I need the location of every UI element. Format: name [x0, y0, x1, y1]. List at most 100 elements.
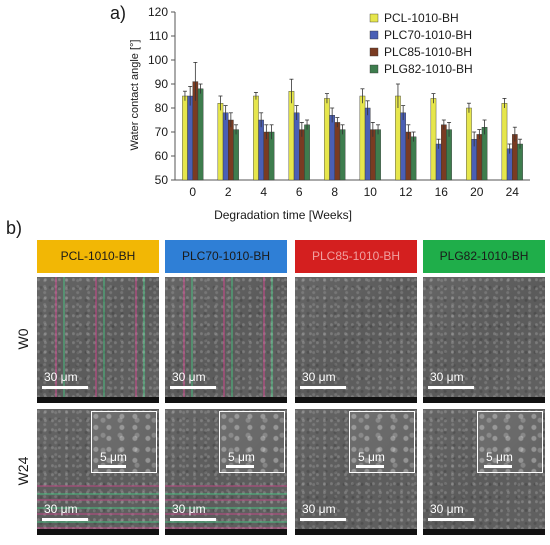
bar	[217, 102, 224, 181]
bar	[253, 95, 259, 181]
x-tick-label: 20	[470, 185, 484, 199]
sem-info-bar	[423, 529, 545, 535]
bar	[339, 129, 346, 181]
bar	[410, 136, 417, 181]
sample-header: PLG82-1010-BH	[423, 240, 545, 273]
scale-bar	[170, 386, 216, 389]
bar	[304, 124, 310, 181]
legend-label: PCL-1010-BH	[384, 11, 459, 25]
inset-scale-bar	[356, 465, 384, 468]
bar	[329, 114, 335, 181]
bar	[481, 126, 488, 181]
bar	[501, 102, 508, 181]
inset-scale-bar	[98, 465, 126, 468]
legend-label: PLC85-1010-BH	[384, 45, 472, 59]
sem-image: 5 μm 30 μm	[295, 409, 417, 535]
scale-bar	[170, 518, 216, 521]
sample-header: PCL-1010-BH	[37, 240, 159, 273]
legend-label: PLG82-1010-BH	[384, 62, 473, 76]
sem-info-bar	[37, 529, 159, 535]
bar	[324, 98, 330, 181]
scale-bar	[300, 386, 346, 389]
legend-swatch	[369, 47, 379, 57]
row-label: W0	[15, 328, 31, 350]
panel-b-label: b)	[6, 218, 23, 238]
bar	[430, 98, 437, 181]
scale-bar	[42, 386, 88, 389]
inset-scale-bar	[226, 465, 254, 468]
bar	[446, 129, 452, 181]
chart-legend: PCL-1010-BH PLC70-1010-BH PLC85-1010-BH PLG…	[369, 11, 473, 76]
scale-bar	[300, 518, 346, 521]
scale-label: 30 μm	[430, 502, 464, 516]
scale-bar	[428, 386, 474, 389]
scale-label: 30 μm	[302, 502, 336, 516]
inset-scale-label: 5 μm	[228, 450, 255, 464]
sample-header: PLC70-1010-BH	[165, 240, 287, 273]
sem-image: 5 μm 30 μm	[37, 409, 159, 535]
sem-info-bar	[165, 397, 287, 403]
scale-label: 30 μm	[430, 370, 464, 384]
bar	[517, 143, 523, 181]
bar	[466, 107, 472, 181]
bar	[359, 95, 366, 181]
sem-info-bar	[295, 529, 417, 535]
panel-a-label: a)	[110, 3, 127, 23]
x-tick-label: 2	[225, 185, 232, 199]
x-tick-label: 10	[364, 185, 378, 199]
x-tick-label: 4	[260, 185, 267, 199]
bar	[364, 107, 371, 181]
y-tick-label: 110	[149, 29, 168, 43]
bar	[370, 129, 376, 181]
bar	[233, 129, 239, 181]
sem-info-bar	[295, 397, 417, 403]
x-tick-label: 24	[506, 185, 520, 199]
scale-bar	[42, 518, 88, 521]
legend-label: PLC70-1010-BH	[384, 28, 472, 42]
sem-image: 30 μm	[165, 277, 287, 403]
bar	[258, 119, 264, 181]
y-tick-label: 90	[155, 77, 169, 91]
inset-scale-label: 5 μm	[358, 450, 385, 464]
sem-info-bar	[165, 529, 287, 535]
inset-scale-label: 5 μm	[100, 450, 127, 464]
bar	[222, 112, 229, 181]
sem-image: 30 μm	[37, 277, 159, 403]
x-axis-label: Degradation time [Weeks]	[214, 208, 352, 222]
y-tick-label: 60	[155, 149, 169, 163]
bar	[395, 95, 401, 181]
scale-label: 30 μm	[44, 502, 78, 516]
sem-inset: 5 μm	[349, 411, 415, 473]
sem-info-bar	[37, 397, 159, 403]
bar	[400, 112, 406, 181]
x-tick-label: 6	[296, 185, 303, 199]
x-tick-label: 16	[435, 185, 449, 199]
scale-label: 30 μm	[172, 370, 206, 384]
bar	[288, 90, 295, 181]
y-tick-label: 120	[148, 5, 168, 19]
bar	[187, 95, 193, 181]
bar	[197, 88, 204, 181]
legend-swatch	[369, 64, 379, 74]
sem-image: 30 μm	[423, 277, 545, 403]
scale-label: 30 μm	[44, 370, 78, 384]
inset-scale-bar	[484, 465, 512, 468]
y-tick-label: 70	[155, 125, 169, 139]
sem-info-bar	[423, 397, 545, 403]
bar	[435, 143, 442, 181]
bar	[293, 112, 300, 181]
y-tick-label: 50	[155, 173, 169, 187]
inset-scale-label: 5 μm	[486, 450, 513, 464]
sem-inset: 5 μm	[477, 411, 543, 473]
sem-inset: 5 μm	[219, 411, 285, 473]
sem-image: 30 μm	[295, 277, 417, 403]
sem-inset: 5 μm	[91, 411, 157, 473]
scale-bar	[428, 518, 474, 521]
bar	[299, 129, 305, 181]
bar	[441, 124, 447, 181]
legend-swatch	[369, 30, 379, 40]
y-axis-label: Water contact angle [°]	[129, 40, 141, 151]
x-tick-label: 12	[399, 185, 413, 199]
chart-bars	[182, 62, 523, 181]
